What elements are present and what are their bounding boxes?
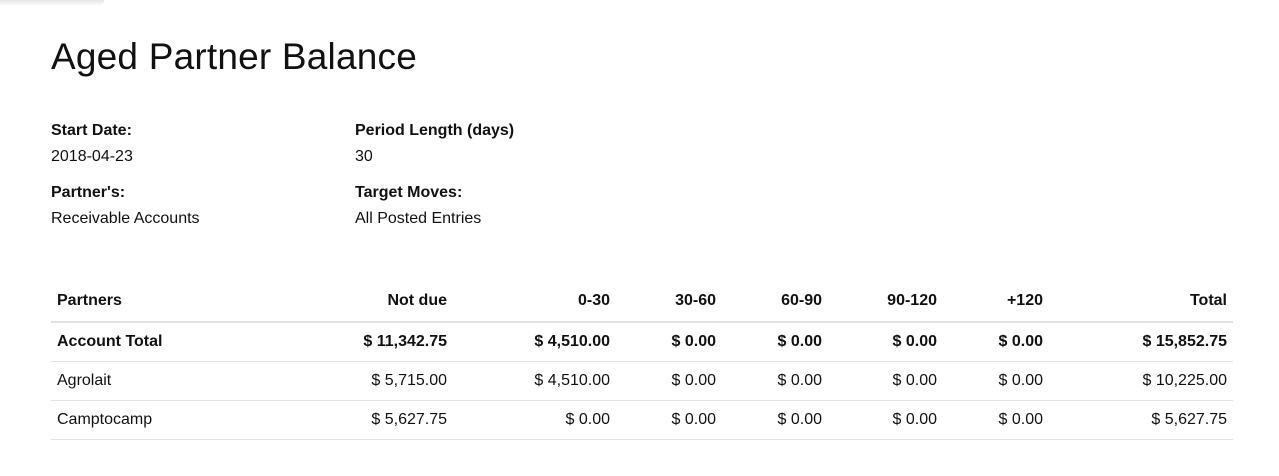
partners-type-block: Partner's: Receivable Accounts: [51, 183, 200, 229]
cell-90-120: $ 0.00: [828, 361, 943, 401]
cell-90-120: $ 0.00: [828, 400, 943, 440]
cell-120-plus: $ 0.00: [943, 400, 1049, 440]
total-cell-120-plus: $ 0.00: [943, 322, 1049, 362]
cell-partner: Agrolait: [51, 361, 237, 401]
cell-total: $ 5,627.75: [1049, 400, 1233, 440]
total-cell-not-due: $ 11,342.75: [237, 322, 453, 362]
cell-60-90: $ 0.00: [722, 361, 828, 401]
total-cell-0-30: $ 4,510.00: [453, 322, 616, 362]
cell-30-60: $ 0.00: [616, 400, 722, 440]
cell-total: $ 10,225.00: [1049, 361, 1233, 401]
cell-0-30: $ 0.00: [453, 400, 616, 440]
cell-120-plus: $ 0.00: [943, 361, 1049, 401]
total-cell-30-60: $ 0.00: [616, 322, 722, 362]
table-row: Camptocamp $ 5,627.75 $ 0.00 $ 0.00 $ 0.…: [51, 400, 1233, 440]
period-length-block: Period Length (days) 30: [355, 121, 514, 167]
partners-type-label: Partner's:: [51, 184, 126, 201]
report-title: Aged Partner Balance: [51, 36, 418, 77]
total-cell-total: $ 15,852.75: [1049, 322, 1233, 362]
header-30-60: 30-60: [616, 281, 722, 323]
header-120-plus: +120: [943, 281, 1049, 323]
header-60-90: 60-90: [722, 281, 828, 323]
page-corner-shadow: [0, 0, 104, 6]
total-cell-90-120: $ 0.00: [828, 322, 943, 362]
start-date-label: Start Date:: [51, 122, 132, 139]
header-partners: Partners: [51, 281, 237, 323]
header-total: Total: [1049, 281, 1233, 323]
aged-balance-table: Partners Not due 0-30 30-60 60-90 90-120…: [51, 281, 1233, 440]
header-90-120: 90-120: [828, 281, 943, 323]
header-not-due: Not due: [237, 281, 453, 323]
target-moves-value: All Posted Entries: [355, 210, 482, 227]
cell-60-90: $ 0.00: [722, 400, 828, 440]
header-0-30: 0-30: [453, 281, 616, 323]
total-cell-partner: Account Total: [51, 322, 237, 362]
partners-type-value: Receivable Accounts: [51, 210, 200, 227]
start-date-block: Start Date: 2018-04-23: [51, 121, 133, 167]
target-moves-block: Target Moves: All Posted Entries: [355, 183, 481, 229]
account-total-row: Account Total $ 11,342.75 $ 4,510.00 $ 0…: [51, 322, 1233, 362]
total-cell-60-90: $ 0.00: [722, 322, 828, 362]
cell-0-30: $ 4,510.00: [453, 361, 616, 401]
period-length-value: 30: [355, 148, 373, 165]
cell-not-due: $ 5,627.75: [237, 400, 453, 440]
start-date-value: 2018-04-23: [51, 148, 133, 165]
table-header-row: Partners Not due 0-30 30-60 60-90 90-120…: [51, 281, 1233, 323]
cell-not-due: $ 5,715.00: [237, 361, 453, 401]
period-length-label: Period Length (days): [355, 122, 515, 139]
table-row: Agrolait $ 5,715.00 $ 4,510.00 $ 0.00 $ …: [51, 361, 1233, 401]
target-moves-label: Target Moves:: [355, 184, 463, 201]
cell-partner: Camptocamp: [51, 400, 237, 440]
cell-30-60: $ 0.00: [616, 361, 722, 401]
